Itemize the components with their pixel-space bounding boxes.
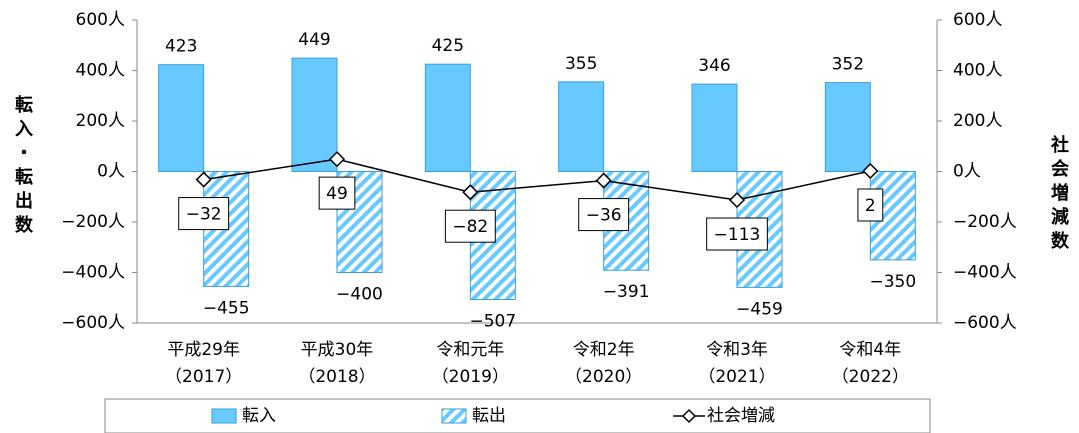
legend-label: 転入: [242, 406, 276, 426]
marker: [328, 151, 346, 168]
x-tick-label: （2021）: [698, 367, 775, 387]
y2-axis-title: 社会増減数: [1048, 134, 1069, 255]
y-tick-label: 600人: [76, 10, 125, 30]
y2-tick-label: −600人: [953, 313, 1017, 333]
data-label: −350: [869, 272, 916, 292]
data-label: 449: [298, 30, 330, 50]
bar: [158, 64, 205, 172]
x-tick-label: 令和元年: [436, 340, 504, 360]
x-tick-label: （2018）: [298, 367, 375, 387]
label-box: [857, 188, 884, 222]
data-label: −507: [469, 312, 516, 332]
data-label: −400: [336, 285, 383, 305]
line: [203, 158, 871, 201]
bar: [558, 81, 605, 172]
data-label: 352: [832, 55, 864, 75]
y-tick-label: −600人: [61, 313, 125, 333]
y-tick-label: 0人: [97, 162, 125, 182]
label-box: [178, 197, 230, 231]
data-label: 2: [865, 196, 876, 216]
marker: [595, 172, 612, 189]
x-tick-label: 令和2年: [573, 340, 635, 360]
bar: [824, 82, 871, 172]
data-label: −82: [452, 217, 488, 237]
y2-tick-label: 0人: [953, 162, 981, 182]
label-box: [578, 198, 630, 232]
marker: [862, 162, 879, 180]
y2-tick-label: −200人: [953, 212, 1017, 232]
marker: [195, 171, 212, 188]
legend: [104, 398, 931, 433]
label-box: [318, 176, 356, 210]
y2-tick-label: 400人: [953, 61, 1002, 81]
label-box: [444, 209, 496, 243]
x-tick-label: （2019）: [432, 367, 509, 387]
data-label: −391: [603, 282, 650, 302]
x-tick-label: 令和4年: [839, 340, 901, 360]
data-label: −455: [203, 298, 250, 318]
x-tick-label: 令和3年: [706, 340, 768, 360]
y-tick-label: 400人: [76, 61, 125, 81]
data-label: −32: [186, 205, 222, 225]
y2-tick-label: 200人: [953, 111, 1002, 131]
label-box: [706, 217, 768, 251]
x-tick-label: （2020）: [565, 367, 642, 387]
legend-label: 転出: [472, 406, 506, 426]
bar: [291, 57, 338, 172]
x-tick-label: 平成30年: [301, 340, 374, 360]
data-label: −459: [736, 299, 783, 319]
x-tick-label: （2017）: [165, 367, 242, 387]
y-tick-label: −200人: [61, 212, 125, 232]
data-label: 49: [326, 184, 348, 204]
marker: [728, 191, 746, 209]
marker: [462, 184, 479, 201]
y-axis-title: 転入・転出数: [12, 94, 33, 239]
x-tick-label: （2022）: [832, 367, 909, 387]
data-label: 423: [165, 37, 197, 57]
data-label: 346: [698, 56, 730, 76]
y2-tick-label: 600人: [953, 10, 1002, 30]
y2-tick-label: −400人: [953, 263, 1017, 283]
data-label: −36: [586, 206, 622, 226]
legend-label: 社会増減: [707, 406, 775, 426]
bar: [691, 83, 738, 172]
x-tick-label: 平成29年: [167, 340, 240, 360]
data-label: −113: [714, 225, 761, 245]
bar: [424, 63, 471, 172]
data-label: 425: [432, 36, 464, 56]
y-tick-label: −400人: [61, 263, 125, 283]
legend-swatch: [441, 408, 467, 424]
legend-marker: [681, 408, 697, 424]
y-tick-label: 200人: [76, 111, 125, 131]
data-label: 355: [565, 54, 597, 74]
legend-swatch: [211, 408, 237, 424]
